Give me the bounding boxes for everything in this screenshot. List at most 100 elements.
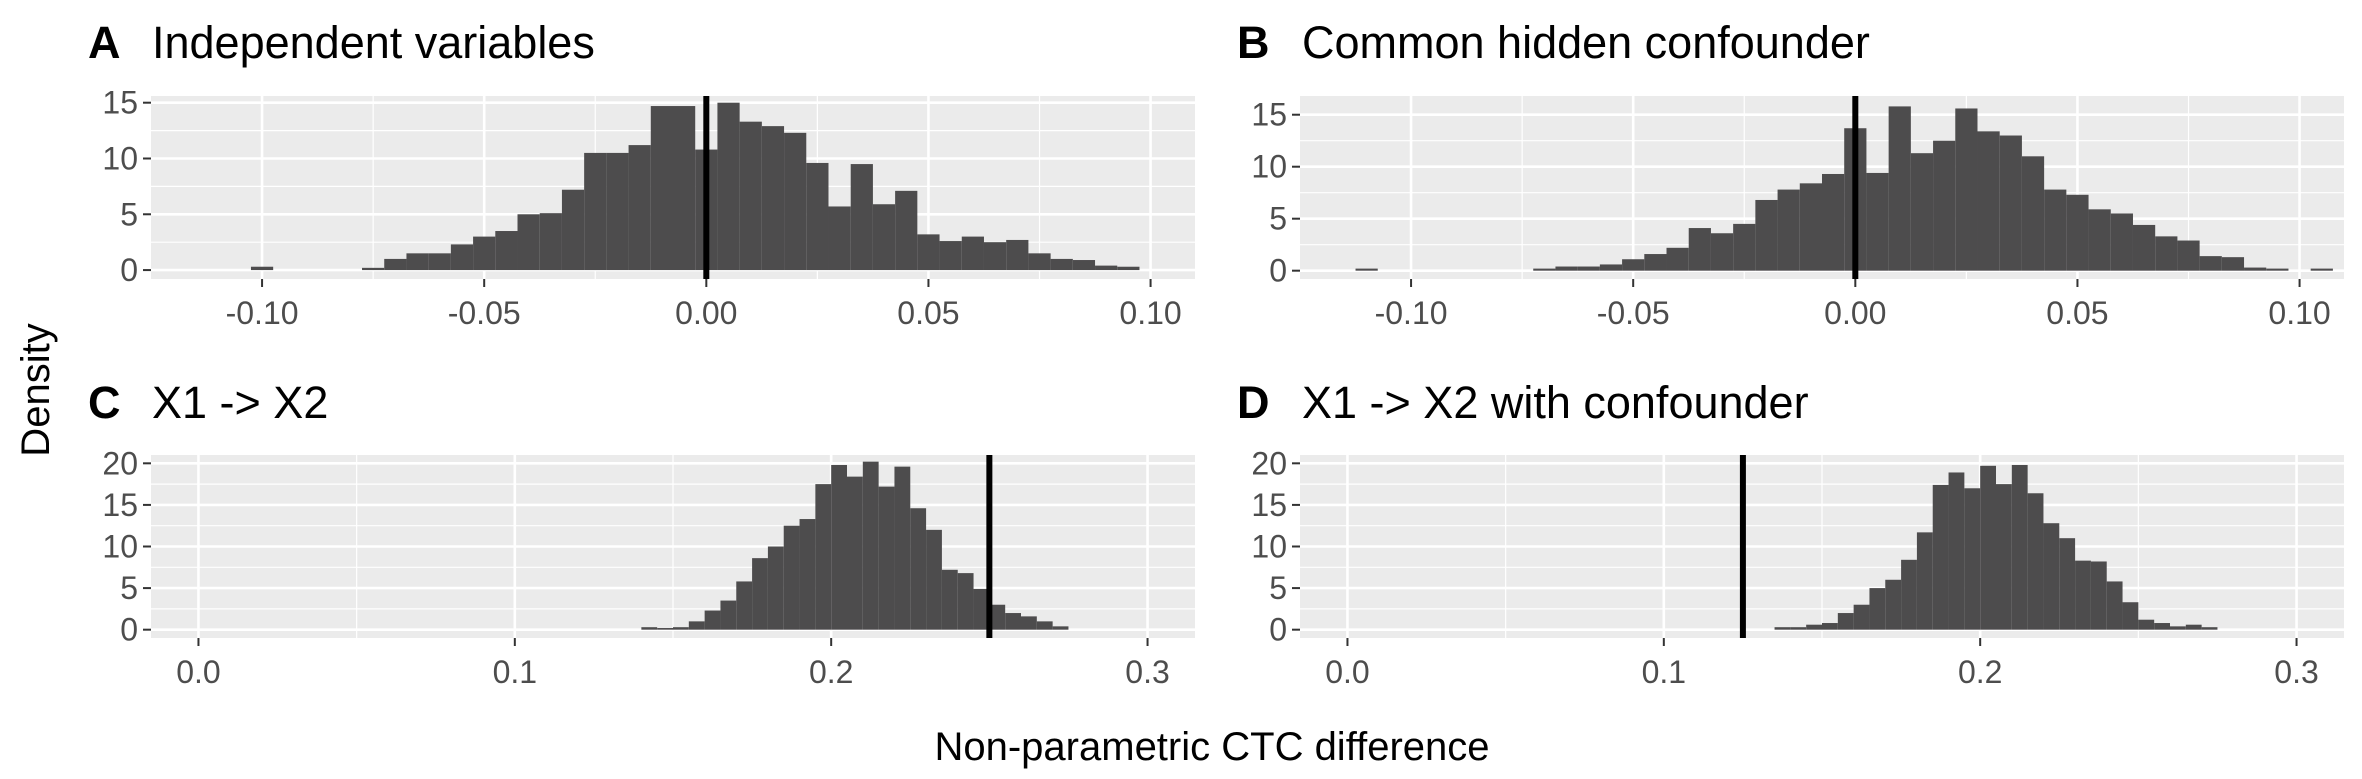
- panel-b-histogram-bar: [1977, 131, 2000, 271]
- panel-a-histogram-bar: [1117, 266, 1140, 271]
- panel-b-histogram-bar: [1599, 264, 1623, 271]
- panel-c-histogram-bar: [767, 546, 784, 630]
- panel-d-histogram-bar: [2106, 581, 2123, 630]
- panel-c-x-tick-label: 0.0: [176, 654, 220, 690]
- panel-d-histogram-bar: [1901, 559, 1917, 630]
- panel-d: D X1 -> X2 with confounder 0 5 10 15 20 0.0 0.…: [1237, 377, 2344, 690]
- panel-a-histogram-bar: [1006, 239, 1029, 271]
- panel-a-x-tick-label: 0.00: [675, 295, 737, 331]
- panel-a-histogram-bar: [1050, 258, 1073, 271]
- panel-d-histogram-bar: [2122, 602, 2139, 630]
- panel-a-histogram-bar: [362, 267, 385, 271]
- panel-a-histogram-bar: [1095, 265, 1118, 271]
- panel-b-histogram-bar: [1822, 173, 1845, 271]
- panel-b-y-tick-label: 5: [1269, 201, 1287, 237]
- panel-c-histogram-bar: [736, 581, 753, 630]
- panel-a-histogram-bar: [384, 258, 407, 271]
- panel-d-histogram-bar: [1885, 579, 1902, 630]
- panel-d-x-tick-label: 0.0: [1325, 654, 1369, 690]
- panel-b-histogram-bar: [1644, 254, 1667, 271]
- panel-c-histogram-bar: [704, 610, 721, 630]
- panel-d-histogram-bar: [1822, 623, 1838, 630]
- panel-b-histogram-bar: [2221, 257, 2245, 271]
- panel-d-title: X1 -> X2 with confounder: [1302, 377, 1809, 428]
- panel-a-histogram-bar: [539, 213, 562, 271]
- panel-d-y-tick-label: 20: [1251, 445, 1287, 481]
- panel-b-histogram-bar: [1933, 140, 1956, 271]
- panel-c-histogram-bar: [673, 627, 689, 630]
- panel-d-histogram-bar: [1996, 484, 2012, 630]
- panel-a-histogram-bar: [717, 102, 740, 271]
- panel-c-histogram-bar: [894, 466, 911, 630]
- panel-d-histogram-bar: [2027, 493, 2044, 630]
- panel-b-x-tick-label: 0.05: [2046, 295, 2108, 331]
- panel-a-histogram-bar: [650, 106, 673, 271]
- panel-a-histogram-bar: [495, 231, 518, 271]
- panel-a-y-tick-label: 5: [120, 196, 138, 232]
- panel-a-x-tick-label: -0.10: [226, 295, 299, 331]
- panel-c-histogram-bar: [878, 486, 895, 630]
- panel-d-histogram-bar: [2185, 624, 2202, 630]
- panel-a-y-tick-label: 15: [102, 85, 138, 121]
- panel-a-y-tick-label: 10: [102, 140, 138, 176]
- panel-d-tag: D: [1237, 377, 1270, 428]
- panel-a-histogram-bar: [561, 189, 585, 271]
- panel-a-histogram-bar: [806, 162, 829, 271]
- panel-d-histogram-bar: [1916, 532, 1933, 630]
- panel-c-histogram-bar: [815, 484, 832, 630]
- panel-c-y-tick-label: 20: [102, 445, 138, 481]
- panel-c-histogram-bar: [641, 627, 658, 630]
- panel-d-y-tick-label: 15: [1251, 487, 1287, 523]
- panel-a-histogram-bar: [828, 206, 851, 271]
- panel-c-histogram-bar: [1021, 616, 1037, 630]
- panel-b-histogram-bar: [1755, 199, 1778, 271]
- panel-d-histogram-bar: [1980, 465, 1996, 630]
- panel-a-histogram-bar: [761, 126, 785, 271]
- panel-c-histogram-bar: [688, 621, 705, 630]
- panel-d-y-tick-label: 10: [1251, 529, 1287, 565]
- panel-a-histogram-bar: [939, 241, 962, 271]
- panel-a-histogram-bar: [1072, 260, 1096, 271]
- panel-b-histogram-bar: [2110, 213, 2133, 271]
- panel-b-y-tick-label: 0: [1269, 253, 1287, 289]
- panel-a-histogram-bar: [673, 106, 696, 271]
- panel-b-histogram-bar: [2155, 236, 2178, 271]
- panel-a-histogram-bar: [872, 204, 896, 271]
- panel-b: B Common hidden confounder 0 5 10 15 -0.10 -0…: [1237, 17, 2344, 331]
- panel-d-histogram-bar: [1790, 627, 1807, 630]
- panel-c-y-tick-label: 5: [120, 570, 138, 606]
- panel-b-tag: B: [1237, 17, 1270, 68]
- panel-d-histogram-bar: [1853, 604, 1870, 630]
- y-axis-label: Density: [14, 323, 58, 456]
- panel-b-histogram-bar: [1777, 189, 1800, 271]
- panel-d-histogram-bar: [2043, 523, 2060, 630]
- panel-a-histogram-bar: [917, 234, 940, 271]
- panel-a-histogram-bar: [406, 253, 429, 271]
- panel-c-x-tick-label: 0.3: [1125, 654, 1169, 690]
- panel-a-histogram-bar: [961, 236, 984, 271]
- panel-a-tag: A: [88, 17, 121, 68]
- panel-d-x-tick-label: 0.3: [2274, 654, 2318, 690]
- panel-d-histogram-bar: [2059, 538, 2076, 630]
- panel-b-histogram-bar: [2266, 268, 2289, 271]
- panel-c-histogram-bar: [831, 464, 847, 630]
- panel-d-histogram-bar: [2075, 560, 2091, 630]
- panel-b-histogram-bar: [2044, 189, 2067, 271]
- panel-a-x-tick-label: 0.05: [897, 295, 959, 331]
- panel-c-tag: C: [88, 377, 121, 428]
- panel-a-histogram-bar: [895, 190, 918, 271]
- panel-b-histogram-bar: [2244, 267, 2267, 271]
- panel-c-histogram-bar: [957, 573, 974, 630]
- panel-b-histogram-bar: [1355, 268, 1378, 271]
- panel-b-histogram-bar: [1799, 183, 1822, 271]
- panel-b-histogram-bar: [1622, 259, 1645, 271]
- panel-d-histogram-bar: [1932, 484, 1949, 630]
- panel-c-histogram-bar: [783, 525, 800, 630]
- panel-c-histogram-bar: [752, 558, 768, 630]
- panel-c-histogram-bar: [1036, 621, 1053, 630]
- panel-a-histogram-bar: [606, 152, 629, 271]
- panel-c-y-tick-label: 15: [102, 487, 138, 523]
- panel-c-histogram-bar: [941, 569, 958, 630]
- panel-d-histogram-bar: [1948, 472, 1965, 630]
